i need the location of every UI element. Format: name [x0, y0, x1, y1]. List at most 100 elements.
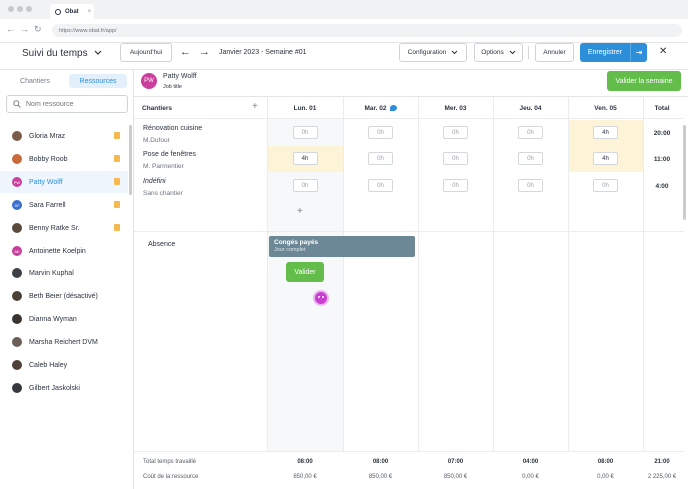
module-selector[interactable]: Suivi du temps — [22, 47, 102, 59]
grid-col-line — [643, 96, 644, 451]
resource-item[interactable]: Beth Beier (désactivé) — [0, 285, 128, 307]
resource-item[interactable]: Gilbert Jaskolski — [0, 377, 128, 399]
hours-cell[interactable]: 4h — [593, 126, 618, 139]
resource-item[interactable]: Gloria Mraz — [0, 125, 128, 147]
window-close-dot[interactable] — [8, 6, 14, 12]
hours-cell[interactable]: 0h — [518, 126, 543, 139]
options-dropdown[interactable]: Options — [474, 43, 523, 62]
sidebar-scrollbar[interactable] — [129, 125, 132, 195]
tab-ressources[interactable]: Ressources — [69, 74, 127, 88]
window-maximize-dot[interactable] — [26, 6, 32, 12]
reload-icon[interactable]: ↻ — [34, 24, 42, 34]
resource-item[interactable]: Marvin Kuphal — [0, 262, 128, 284]
resource-item[interactable]: PW Patty Wolff — [0, 171, 128, 193]
avatar: PW — [12, 177, 22, 187]
tab-close-icon[interactable]: × — [87, 8, 92, 15]
row-total: 20:00 — [653, 130, 671, 137]
row-client-name: M.Dufour — [143, 137, 170, 144]
hours-cell[interactable]: 4h — [593, 152, 618, 165]
add-row-icon[interactable]: + — [297, 206, 303, 217]
assistant-bubble-icon[interactable] — [313, 290, 329, 306]
prev-week-arrow-icon[interactable]: ← — [180, 46, 191, 58]
search-icon — [13, 100, 21, 108]
save-button[interactable]: Enregistrer ⇥ — [580, 43, 647, 62]
browser-tab[interactable]: Obat × — [50, 4, 94, 19]
hours-cell[interactable]: 0h — [593, 179, 618, 192]
resource-item[interactable]: Dianna Wyman — [0, 308, 128, 330]
user-job-title: Job title — [163, 84, 182, 90]
resource-name: Gloria Mraz — [29, 132, 66, 140]
validate-week-button[interactable]: Valider la semaine — [607, 71, 681, 91]
footer-line — [134, 451, 684, 452]
save-label: Enregistrer — [587, 49, 623, 56]
footer-cost-value: 0,00 € — [597, 474, 614, 480]
warning-flag-icon — [114, 155, 120, 162]
window-minimize-dot[interactable] — [17, 6, 23, 12]
search-box[interactable] — [6, 95, 128, 113]
page-title: Suivi du temps — [22, 47, 88, 59]
tab-title: Obat — [65, 8, 79, 15]
resource-item[interactable]: SF Sara Farrell — [0, 194, 128, 216]
hours-cell[interactable]: 0h — [292, 179, 318, 192]
hours-cell[interactable]: 0h — [443, 179, 468, 192]
close-icon[interactable]: ✕ — [659, 46, 668, 57]
warning-flag-icon — [114, 224, 120, 231]
configuration-label: Configuration — [407, 49, 447, 56]
resource-item[interactable]: AK Antoinette Koelpin — [0, 240, 128, 262]
search-input[interactable] — [26, 100, 126, 108]
hours-cell[interactable]: 0h — [368, 179, 393, 192]
avatar — [12, 268, 22, 278]
resource-name: Marvin Kuphal — [29, 269, 74, 277]
hours-cell[interactable]: 4h — [292, 152, 318, 165]
resource-item[interactable]: Bobby Roob — [0, 148, 128, 170]
forward-icon[interactable]: → — [20, 24, 29, 34]
cancel-button[interactable]: Annuler — [535, 43, 574, 62]
main-scrollbar[interactable] — [683, 125, 686, 220]
grid-col-line — [493, 96, 494, 451]
avatar — [12, 154, 22, 164]
hours-cell[interactable]: 0h — [292, 126, 318, 139]
avatar — [12, 383, 22, 393]
footer-time-value: 21:00 — [654, 459, 670, 465]
day-header-mer: Mer. 03 — [444, 104, 467, 112]
footer-time-value: 04:00 — [522, 459, 539, 465]
resource-item[interactable]: Benny Ratke Sr. — [0, 217, 128, 239]
conges-subtitle: Jour complet — [274, 247, 306, 253]
avatar — [12, 337, 22, 347]
save-and-exit-icon[interactable]: ⇥ — [635, 48, 643, 57]
hours-cell[interactable]: 0h — [368, 152, 393, 165]
hours-cell[interactable]: 0h — [443, 152, 468, 165]
conges-block[interactable]: Congés payés Jour complet — [269, 236, 415, 257]
hours-cell[interactable]: 0h — [518, 152, 543, 165]
chantiers-header: Chantiers — [142, 104, 172, 112]
resource-name: Marsha Reichert DVM — [29, 338, 98, 346]
back-icon[interactable]: ← — [6, 24, 15, 34]
conges-title: Congés payés — [274, 239, 319, 246]
add-chantier-icon[interactable]: + — [252, 101, 258, 112]
today-button[interactable]: Aujourd'hui — [120, 43, 172, 62]
row-client-name: M. Parmentier — [143, 163, 184, 170]
rows-bottom-line — [134, 231, 684, 232]
footer-cost-value: 0,00 € — [522, 474, 539, 480]
warning-flag-icon — [114, 201, 120, 208]
browser-toolbar: ← → ↻ https://www.obat.fr/app/ — [0, 19, 688, 43]
row-chantier-name: Indéfini — [143, 178, 166, 185]
resource-name: Benny Ratke Sr. — [29, 224, 80, 232]
day-header-mar-label: Mar. 02 — [364, 104, 387, 112]
hours-cell[interactable]: 0h — [518, 179, 543, 192]
resource-item[interactable]: Marsha Reichert DVM — [0, 331, 128, 353]
validate-day-button[interactable]: Valider — [286, 262, 324, 282]
footer-time-value: 08:00 — [597, 459, 614, 465]
day-header-mar: Mar. 02 — [343, 98, 418, 118]
header-separator — [0, 69, 688, 70]
options-label: Options — [481, 49, 504, 56]
address-bar[interactable]: https://www.obat.fr/app/ — [52, 24, 682, 37]
configuration-dropdown[interactable]: Configuration — [399, 43, 467, 62]
resource-name: Sara Farrell — [29, 201, 66, 209]
hours-cell[interactable]: 0h — [368, 126, 393, 139]
next-week-arrow-icon[interactable]: → — [199, 46, 210, 58]
comment-bubble-icon[interactable] — [389, 105, 397, 111]
resource-item[interactable]: Caleb Haley — [0, 354, 128, 376]
hours-cell[interactable]: 0h — [443, 126, 468, 139]
tab-chantiers[interactable]: Chantiers — [20, 77, 50, 85]
